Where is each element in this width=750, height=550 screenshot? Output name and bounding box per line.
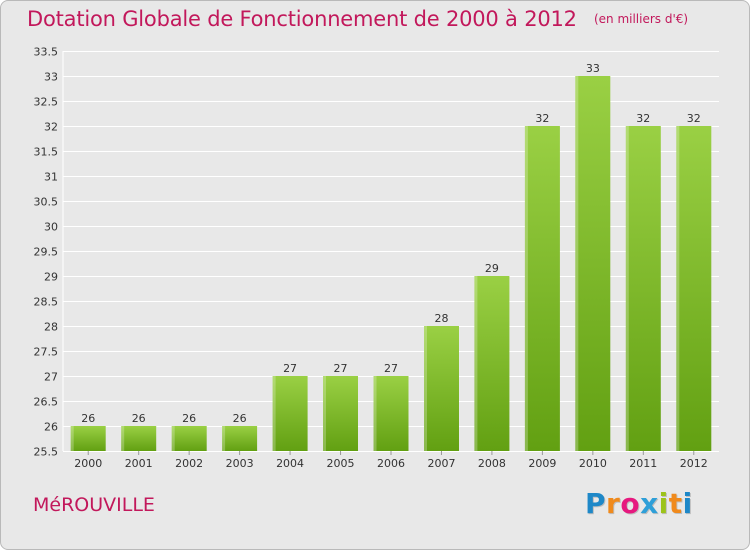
y-tick-label: 29 xyxy=(44,271,58,284)
bar-2002 xyxy=(171,426,207,451)
bar-highlight xyxy=(323,376,326,451)
y-tick-label: 32 xyxy=(44,121,58,134)
bar-2007 xyxy=(424,326,459,451)
bar-highlight xyxy=(625,126,629,451)
x-tick-label: 2004 xyxy=(276,457,304,470)
x-tick-label: 2002 xyxy=(175,457,203,470)
bar-highlight xyxy=(373,376,377,451)
y-tick-label: 28.5 xyxy=(34,296,59,309)
y-tick-label: 28 xyxy=(44,321,58,334)
logo-letter: r xyxy=(606,487,621,520)
bar-2012 xyxy=(676,126,712,451)
bar-highlight xyxy=(171,426,175,451)
data-label-2001: 26 xyxy=(132,412,146,425)
x-tick-label: 2000 xyxy=(74,457,102,470)
bar-2000 xyxy=(70,426,106,451)
bar-2010 xyxy=(575,76,611,451)
data-label-2011: 32 xyxy=(636,112,650,125)
bar-highlight xyxy=(474,276,478,451)
chart-subtitle: (en milliers d'€) xyxy=(593,12,689,26)
y-tick-label: 30 xyxy=(44,221,58,234)
y-tick-label: 33 xyxy=(44,71,58,84)
x-tick-label: 2001 xyxy=(125,457,153,470)
y-tick-label: 33.5 xyxy=(34,46,59,59)
bars xyxy=(70,76,712,451)
y-tick-label: 29.5 xyxy=(34,246,59,259)
y-tick-label: 27.5 xyxy=(34,346,59,359)
x-tick-label: 2011 xyxy=(629,457,657,470)
x-tick-label: 2010 xyxy=(579,457,607,470)
data-label-2006: 27 xyxy=(384,362,398,375)
x-tick-label: 2008 xyxy=(478,457,506,470)
y-tick-label: 32.5 xyxy=(34,96,59,109)
y-tick-label: 31.5 xyxy=(34,146,59,159)
bar-2001 xyxy=(121,426,157,451)
x-tick-label: 2007 xyxy=(427,457,455,470)
y-tick-label: 30.5 xyxy=(34,196,59,209)
y-tick-label: 27 xyxy=(44,371,58,384)
logo-letter: i xyxy=(658,487,669,520)
y-axis-ticks: 25.5 26 26.5 27 27.5 28 28.5 29 29.5 30 30.5 31 31.5… xyxy=(34,46,59,459)
bar-highlight xyxy=(70,426,74,451)
x-tick-label: 2012 xyxy=(680,457,708,470)
y-tick-label: 26 xyxy=(44,421,58,434)
data-label-2004: 27 xyxy=(283,362,297,375)
logo-letter: i xyxy=(682,487,693,520)
bar-2008 xyxy=(474,276,510,451)
bar-highlight xyxy=(676,126,680,451)
bar-2006 xyxy=(373,376,409,451)
logo-letter: x xyxy=(640,487,659,520)
x-axis-ticks: 2000 2001 2002 2003 2004 2005 2006 2007 2008 2009… xyxy=(74,451,708,470)
data-label-2003: 26 xyxy=(233,412,247,425)
x-tick-label: 2006 xyxy=(377,457,405,470)
logo-letter: t xyxy=(668,487,683,520)
bar-2011 xyxy=(625,126,661,451)
data-labels: 26 26 26 26 27 27 27 28 29 32 33 32 32 xyxy=(81,62,701,425)
y-tick-label: 26.5 xyxy=(34,396,59,409)
bar-highlight xyxy=(222,426,226,451)
bar-highlight xyxy=(524,126,528,451)
y-tick-label: 25.5 xyxy=(34,446,59,459)
data-label-2008: 29 xyxy=(485,262,499,275)
x-tick-label: 2003 xyxy=(226,457,254,470)
data-label-2007: 28 xyxy=(434,312,448,325)
proxiti-logo[interactable]: Proxiti xyxy=(585,487,693,520)
x-tick-label: 2005 xyxy=(327,457,355,470)
bar-2003 xyxy=(222,426,258,451)
commune-name: MéROUVILLE xyxy=(33,494,155,516)
bar-2009 xyxy=(524,126,560,451)
bar-highlight xyxy=(121,426,125,451)
data-label-2009: 32 xyxy=(535,112,549,125)
data-label-2000: 26 xyxy=(81,412,95,425)
logo-letter: o xyxy=(620,487,641,520)
title-row: Dotation Globale de Fonctionnement de 20… xyxy=(27,7,688,31)
bar-highlight xyxy=(272,376,276,451)
bar-2004 xyxy=(272,376,308,451)
bar-2005 xyxy=(323,376,358,451)
bar-highlight xyxy=(575,76,579,451)
data-label-2002: 26 xyxy=(182,412,196,425)
data-label-2005: 27 xyxy=(334,362,348,375)
chart-title: Dotation Globale de Fonctionnement de 20… xyxy=(27,7,577,31)
bar-highlight xyxy=(424,326,427,451)
data-label-2012: 32 xyxy=(687,112,701,125)
logo-letter: P xyxy=(585,487,607,520)
x-tick-label: 2009 xyxy=(528,457,556,470)
data-label-2010: 33 xyxy=(586,62,600,75)
y-tick-label: 31 xyxy=(44,171,58,184)
